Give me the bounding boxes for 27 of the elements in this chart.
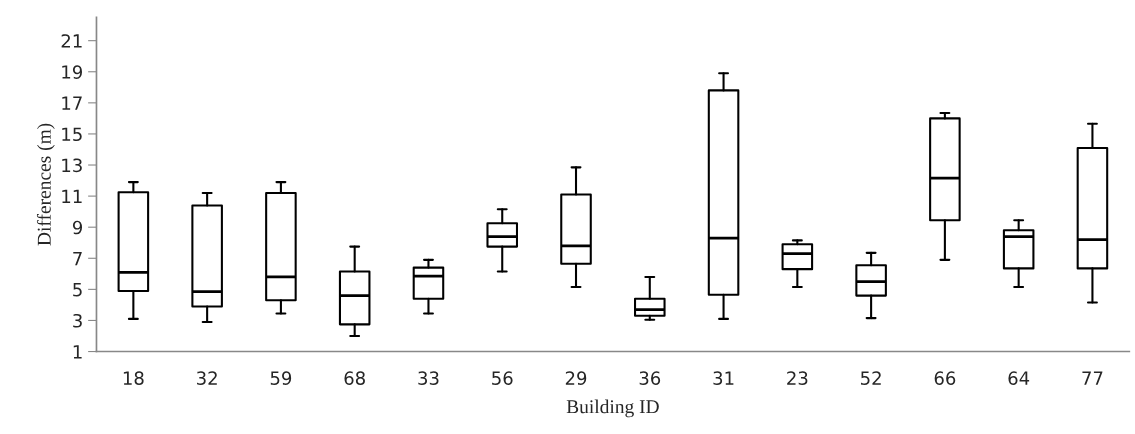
y-tick-label: 9 bbox=[72, 220, 83, 235]
y-tick-label: 21 bbox=[61, 34, 82, 48]
x-tick-label: 77 bbox=[1082, 371, 1103, 385]
y-tick-label: 11 bbox=[62, 189, 82, 203]
y-tick-label: 13 bbox=[62, 158, 82, 173]
x-tick-label: 52 bbox=[861, 371, 881, 385]
x-tick-label: 18 bbox=[123, 371, 144, 385]
y-tick-label: 17 bbox=[62, 96, 82, 110]
y-tick-label: 1 bbox=[73, 345, 82, 359]
y-tick-label: 3 bbox=[73, 313, 82, 328]
x-tick-label: 36 bbox=[639, 371, 661, 385]
y-tick-label: 7 bbox=[73, 251, 82, 266]
x-tick-label: 32 bbox=[197, 371, 217, 385]
y-axis-title: Differences (m) bbox=[36, 123, 55, 246]
x-tick-label: 23 bbox=[787, 371, 808, 385]
x-tick-label: 66 bbox=[934, 371, 956, 385]
x-tick-label: 56 bbox=[492, 371, 513, 385]
y-tick-label: 5 bbox=[73, 283, 82, 297]
x-axis-title: Building ID bbox=[566, 399, 659, 418]
x-tick-label: 29 bbox=[565, 371, 587, 385]
y-tick-label: 15 bbox=[62, 127, 82, 142]
x-tick-label: 64 bbox=[1008, 371, 1030, 385]
x-tick-label: 68 bbox=[344, 371, 365, 385]
x-tick-label: 59 bbox=[270, 371, 292, 385]
y-tick-label: 19 bbox=[62, 65, 83, 79]
x-tick-label: 31 bbox=[713, 371, 734, 385]
x-tick-label: 33 bbox=[418, 371, 439, 385]
